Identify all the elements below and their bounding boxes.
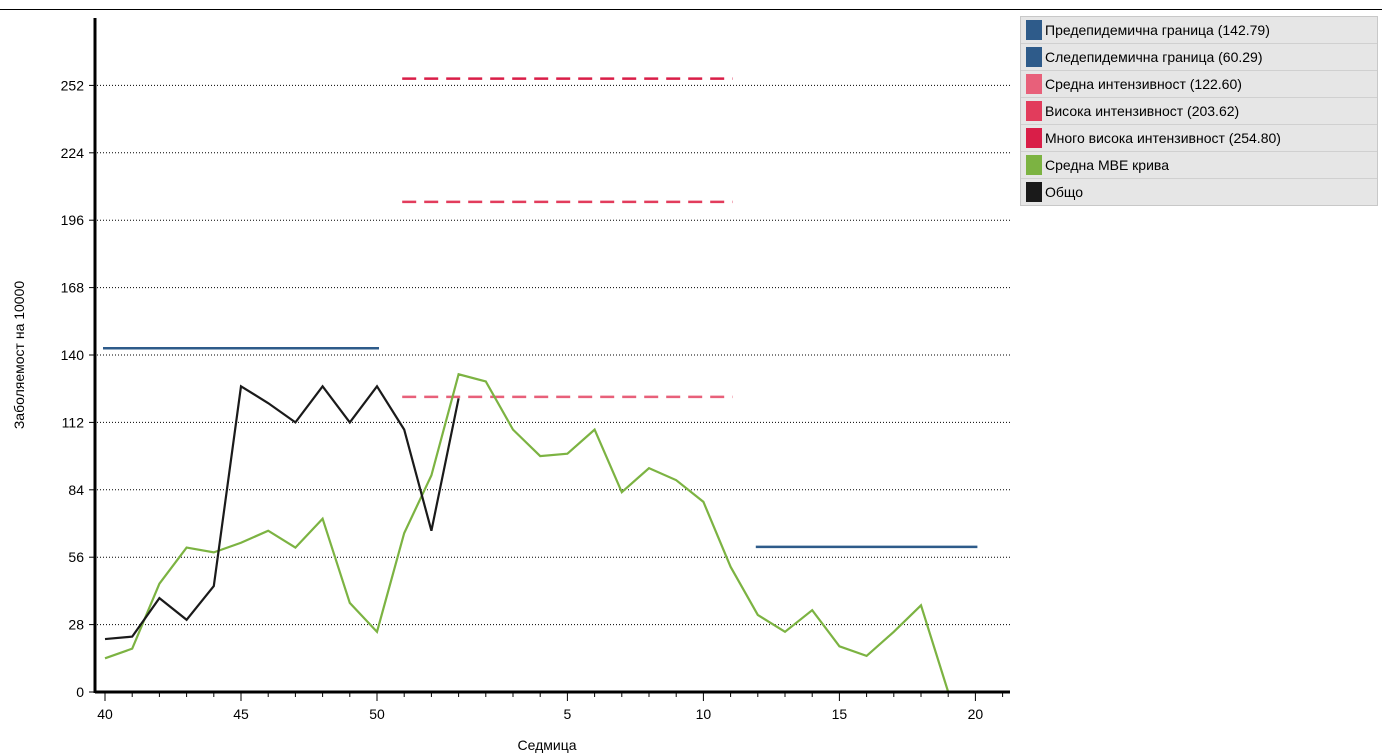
y-tick-label-1: 28 xyxy=(68,617,84,633)
x-tick-label-3: 5 xyxy=(564,706,572,722)
y-tick-label-6: 168 xyxy=(61,280,85,296)
y-axis-title: Заболяемост на 10000 xyxy=(11,281,27,430)
legend-swatch-1 xyxy=(1026,47,1042,67)
y-tick-label-3: 84 xyxy=(68,482,84,498)
series-lines xyxy=(104,372,976,694)
legend-item-4: Много висока интензивност (254.80) xyxy=(1021,125,1377,152)
x-tick-label-1: 45 xyxy=(233,706,249,722)
y-tick-label-9: 252 xyxy=(61,77,85,93)
y-tick-label-0: 0 xyxy=(76,684,84,700)
y-tick-label-4: 112 xyxy=(62,414,85,430)
legend-label-3: Висока интензивност (203.62) xyxy=(1045,103,1240,119)
x-tick-label-2: 50 xyxy=(369,706,385,722)
top-border-line xyxy=(0,9,1382,10)
legend-label-1: Следепидемична граница (60.29) xyxy=(1045,49,1263,65)
legend-label-2: Средна интензивност (122.60) xyxy=(1045,76,1242,92)
legend-item-1: Следепидемична граница (60.29) xyxy=(1021,44,1377,71)
legend-label-4: Много висока интензивност (254.80) xyxy=(1045,130,1281,146)
legend-swatch-4 xyxy=(1026,128,1042,148)
chart-legend: Предепидемична граница (142.79) Следепиде… xyxy=(1020,16,1378,206)
y-tick-labels: 0 28 56 84 112 140 168 196 224 252 xyxy=(61,77,85,700)
threshold-lines xyxy=(103,77,978,549)
legend-label-6: Общо xyxy=(1045,184,1084,200)
legend-swatch-5 xyxy=(1026,155,1042,175)
x-tick-label-6: 20 xyxy=(968,706,984,722)
legend-item-3: Висока интензивност (203.62) xyxy=(1021,98,1377,125)
gridlines xyxy=(89,84,1010,693)
legend-label-5: Средна MBE крива xyxy=(1045,157,1169,173)
legend-swatch-2 xyxy=(1026,74,1042,94)
x-tick-label-5: 15 xyxy=(832,706,848,722)
legend-item-2: Средна интензивност (122.60) xyxy=(1021,71,1377,98)
legend-item-0: Предепидемична граница (142.79) xyxy=(1021,17,1377,44)
axes xyxy=(93,18,1010,694)
series-line-6 xyxy=(104,384,460,641)
y-tick-label-7: 196 xyxy=(61,212,85,228)
x-axis-title: Седмица xyxy=(517,737,576,753)
legend-label-0: Предепидемична граница (142.79) xyxy=(1045,22,1270,38)
x-tick-label-0: 40 xyxy=(97,706,113,722)
legend-swatch-0 xyxy=(1026,20,1042,40)
x-tick-label-4: 10 xyxy=(696,706,712,722)
legend-item-6: Общо xyxy=(1021,179,1377,205)
legend-swatch-3 xyxy=(1026,101,1042,121)
y-tick-label-2: 56 xyxy=(68,549,84,565)
legend-swatch-6 xyxy=(1026,182,1042,202)
series-line-5 xyxy=(104,372,976,694)
y-tick-label-8: 224 xyxy=(61,145,85,161)
legend-item-5: Средна MBE крива xyxy=(1021,152,1377,179)
y-tick-label-5: 140 xyxy=(61,347,85,363)
x-tick-labels: 40 45 50 5 10 15 20 xyxy=(97,693,1004,722)
